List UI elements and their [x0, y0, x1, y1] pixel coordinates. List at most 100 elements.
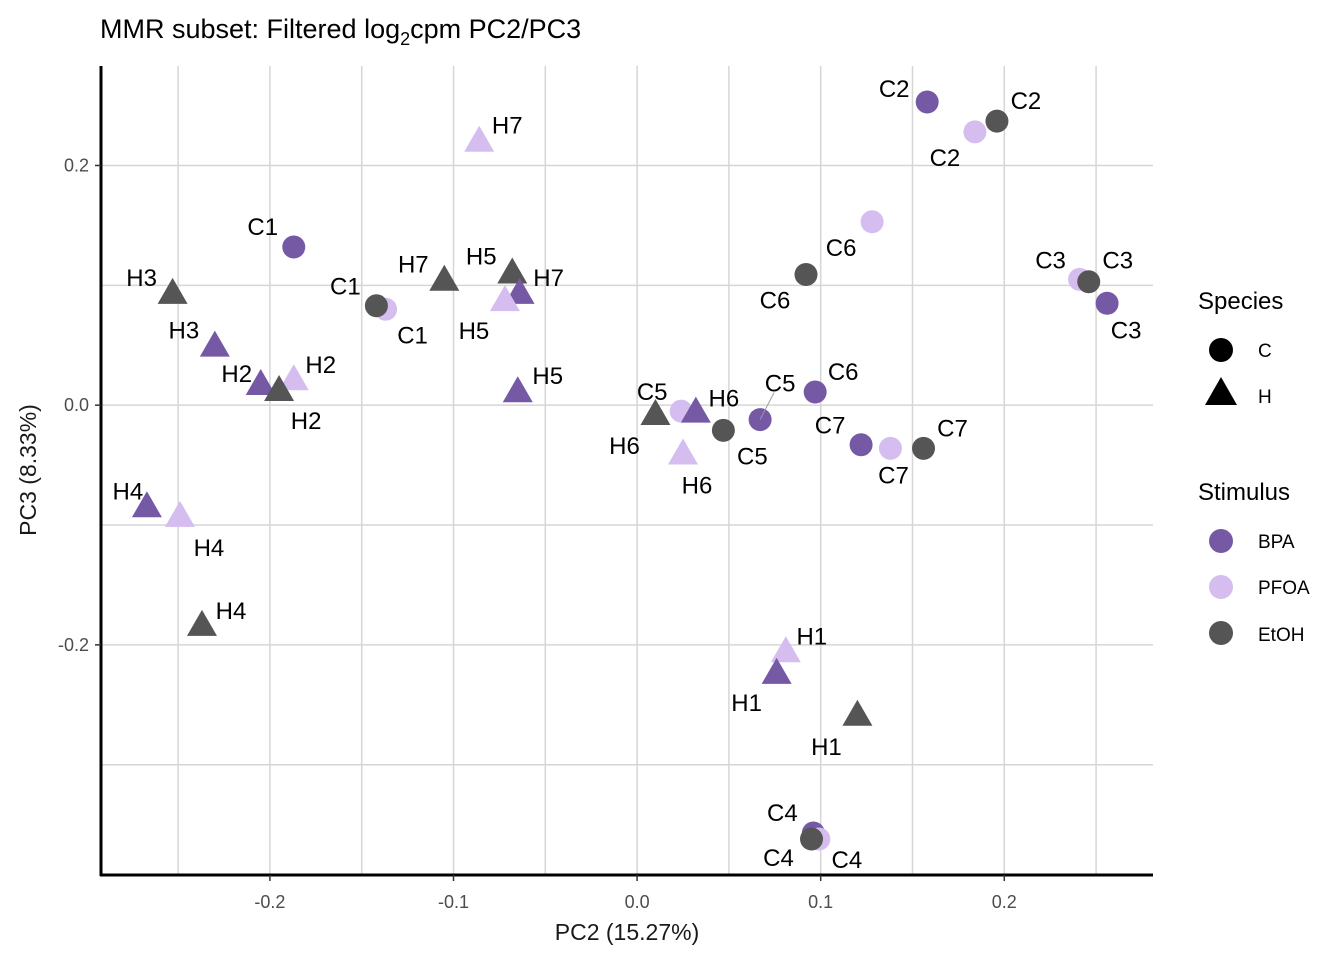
point-triangle	[131, 491, 162, 518]
point-label: C5	[637, 379, 668, 406]
point-label: C2	[930, 145, 961, 172]
point-label: C4	[832, 847, 863, 874]
gridlines	[101, 66, 1153, 875]
legend-stimulus-pfoa: PFOA	[1258, 578, 1310, 599]
point-label: H2	[305, 352, 336, 379]
point-circle	[878, 436, 902, 460]
point-label: H1	[796, 623, 827, 650]
point-triangle	[245, 369, 276, 396]
point-label: H1	[731, 690, 762, 717]
point-label: C7	[815, 413, 846, 440]
point-circle	[803, 380, 827, 404]
point-triangle	[761, 657, 792, 684]
data-points	[131, 90, 1119, 851]
point-circle	[1077, 270, 1101, 294]
point-label: C3	[1111, 317, 1142, 344]
legend-species-h: H	[1258, 387, 1272, 408]
point-triangle	[186, 609, 217, 636]
point-label: C7	[878, 462, 909, 489]
point-label: C3	[1035, 247, 1066, 274]
point-triangle	[489, 285, 520, 312]
point-triangle	[667, 438, 698, 465]
point-label: H2	[221, 361, 252, 388]
legend-etoh-swatch	[1209, 621, 1233, 645]
point-circle	[800, 827, 824, 851]
legend-pfoa-swatch	[1209, 575, 1233, 599]
legend-species-title: Species	[1198, 288, 1283, 315]
point-triangle	[157, 277, 188, 304]
point-label: H3	[168, 318, 199, 345]
point-triangle	[264, 374, 295, 401]
point-label: H3	[126, 265, 157, 292]
x-tick-label: 0.1	[808, 892, 833, 912]
label-leader-line	[759, 392, 775, 420]
point-circle	[849, 433, 873, 457]
point-label: H7	[533, 265, 564, 292]
point-circle	[912, 436, 936, 460]
legend: Species C H Stimulus BPA PFOA EtOH	[1198, 288, 1310, 646]
point-label: C7	[937, 415, 968, 442]
point-label: H2	[291, 408, 322, 435]
point-triangle	[429, 264, 460, 291]
point-label: C2	[879, 76, 910, 103]
point-label: C4	[763, 845, 794, 872]
legend-stimulus-etoh: EtOH	[1258, 625, 1304, 646]
point-label: C2	[1011, 88, 1042, 115]
axis-ticks: -0.2 -0.1 0.0 0.1 0.2 0.2 0.0 -0.2	[58, 155, 1017, 912]
y-tick-label: 0.0	[64, 395, 89, 415]
point-circle	[860, 210, 884, 234]
x-tick-label: 0.2	[992, 892, 1017, 912]
point-circle	[985, 109, 1009, 133]
point-triangle	[842, 699, 873, 726]
point-triangle	[680, 396, 711, 423]
point-triangle	[278, 364, 309, 391]
point-label: H6	[709, 386, 740, 413]
point-triangle	[770, 636, 801, 663]
point-label: H4	[194, 535, 225, 562]
point-triangle	[164, 500, 195, 527]
point-label: C6	[826, 235, 857, 262]
legend-stimulus-bpa: BPA	[1258, 532, 1295, 553]
point-label: C6	[828, 359, 859, 386]
point-label: H6	[609, 433, 640, 460]
point-label: C5	[737, 443, 768, 470]
legend-triangle-icon	[1205, 377, 1237, 405]
point-triangle	[497, 257, 528, 284]
point-label: H5	[459, 318, 490, 345]
point-circle	[364, 294, 388, 318]
x-axis-label: PC2 (15.27%)	[555, 919, 699, 945]
point-label: H7	[398, 252, 429, 279]
point-label: H4	[113, 478, 144, 505]
chart-title: MMR subset: Filtered log2cpm PC2/PC3	[100, 14, 581, 49]
point-label: C1	[247, 214, 278, 241]
point-label: H4	[216, 598, 247, 625]
point-label: H6	[682, 473, 713, 500]
point-label: C3	[1102, 248, 1133, 275]
point-label: C5	[765, 371, 796, 398]
legend-species-c: C	[1258, 341, 1272, 362]
point-label: C4	[767, 800, 798, 827]
point-circle	[963, 120, 987, 144]
x-tick-label: 0.0	[625, 892, 650, 912]
point-triangle	[640, 398, 671, 425]
point-label: H5	[466, 244, 497, 271]
point-label: C1	[397, 322, 428, 349]
y-tick-label: -0.2	[58, 635, 89, 655]
x-tick-label: -0.2	[254, 892, 285, 912]
point-label: H5	[532, 363, 563, 390]
point-label: H7	[492, 113, 523, 140]
x-tick-label: -0.1	[438, 892, 469, 912]
y-axis-label: PC3 (8.33%)	[15, 404, 41, 536]
point-circle	[915, 90, 939, 114]
legend-circle-icon	[1209, 338, 1233, 362]
point-triangle	[504, 277, 535, 304]
y-tick-label: 0.2	[64, 155, 89, 175]
point-circle	[1095, 291, 1119, 315]
point-triangle	[199, 330, 230, 357]
point-triangle	[502, 376, 533, 403]
legend-bpa-swatch	[1209, 529, 1233, 553]
point-triangle	[464, 125, 495, 152]
point-circle	[794, 263, 818, 287]
point-label: C6	[760, 288, 791, 315]
